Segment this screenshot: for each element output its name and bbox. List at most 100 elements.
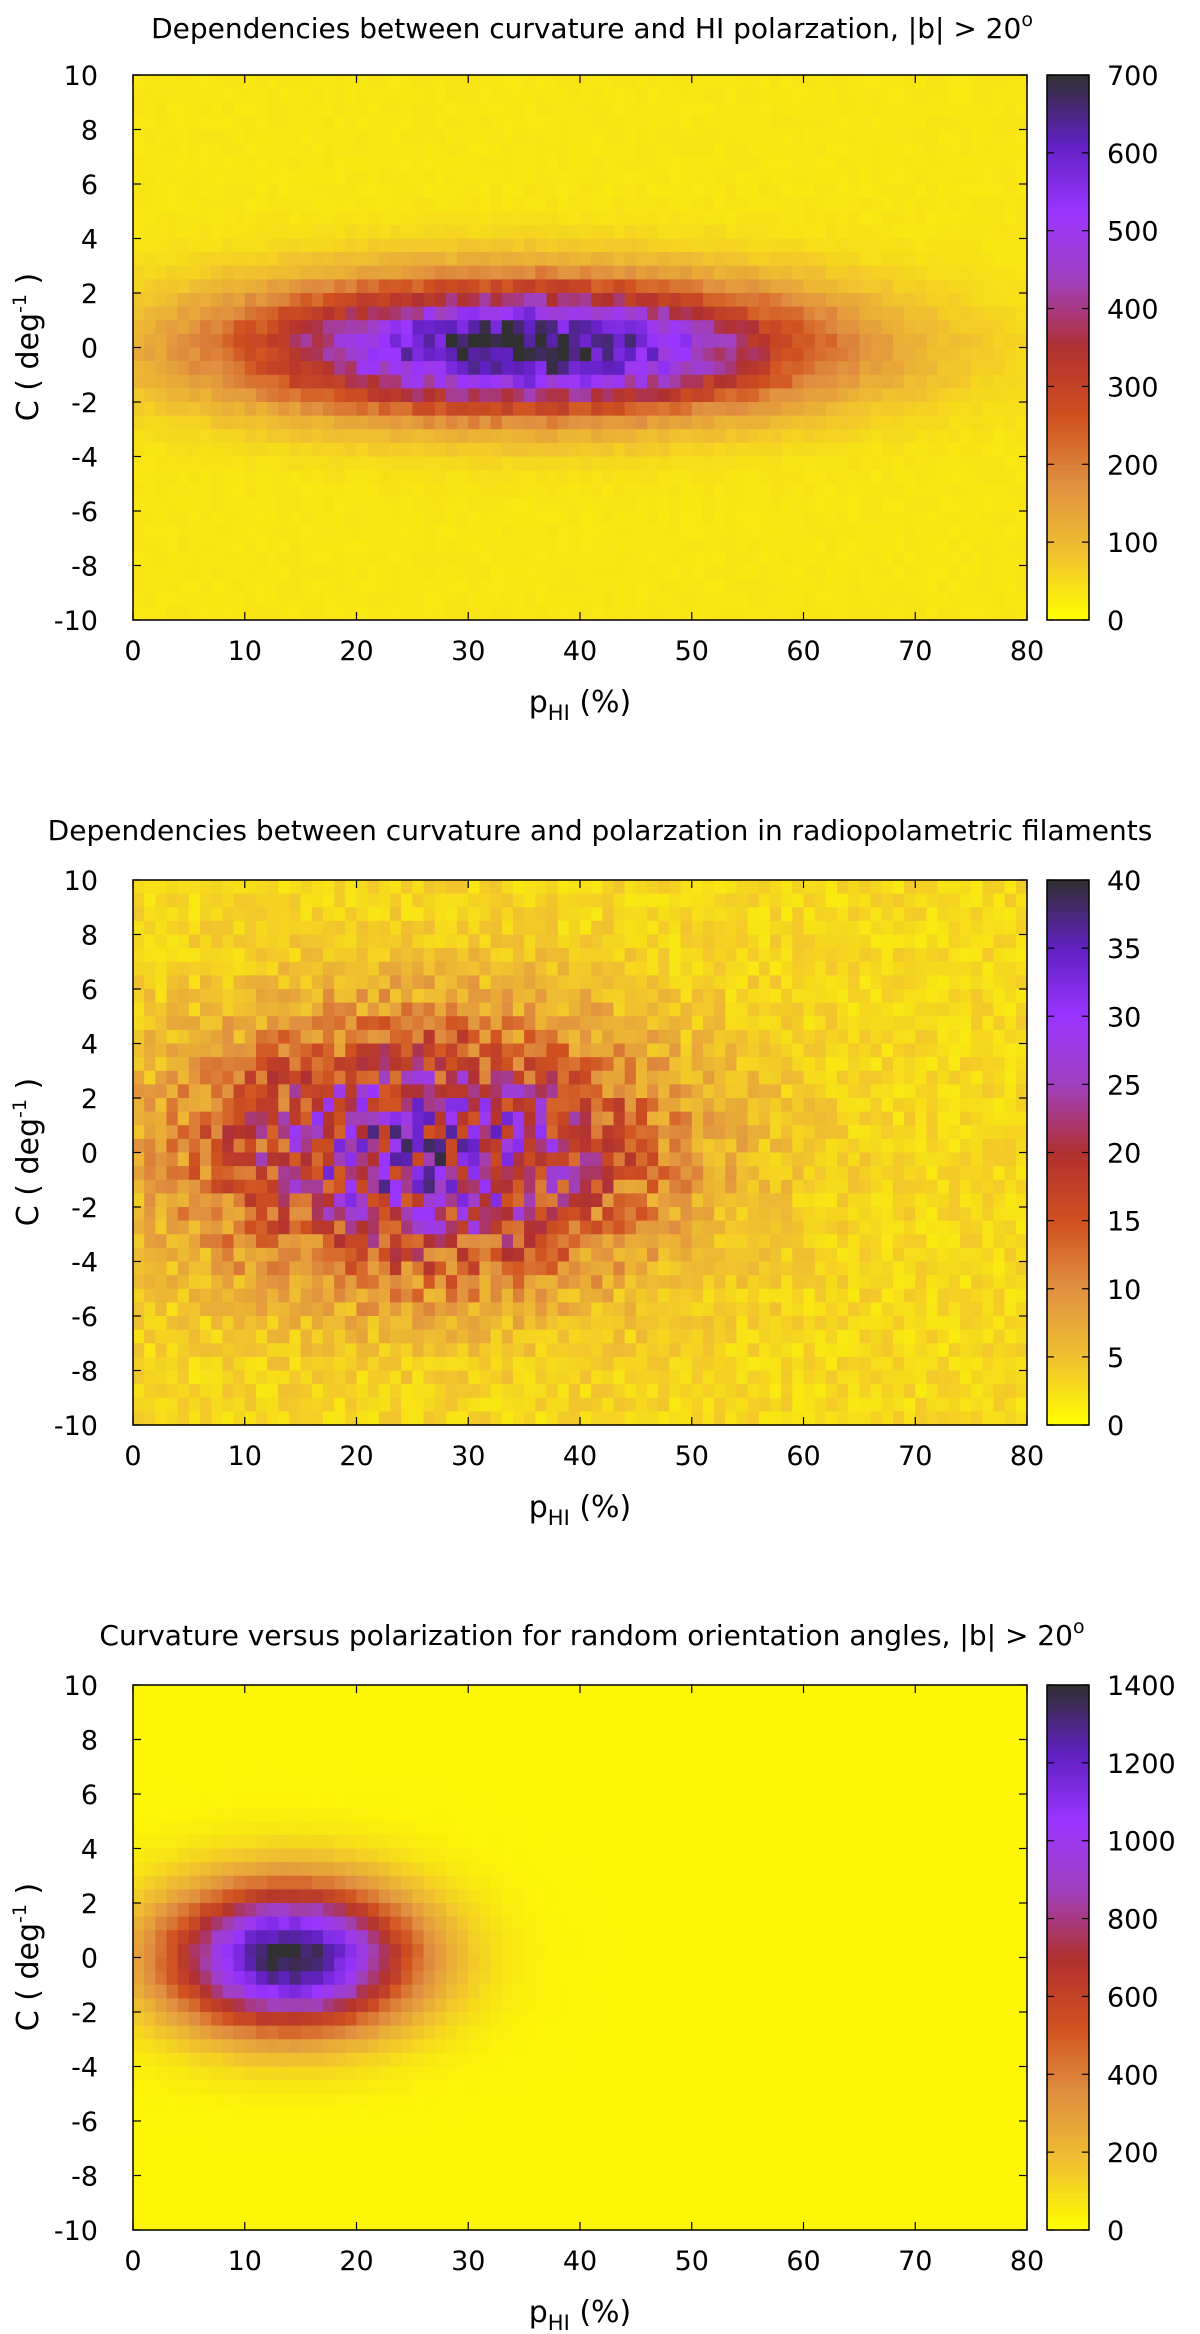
heatmap-cell — [200, 1288, 212, 1303]
heatmap-cell — [613, 279, 626, 294]
heatmap-cell — [233, 1084, 246, 1099]
heatmap-cell — [177, 75, 190, 90]
heatmap-cell — [200, 374, 212, 389]
heatmap-cell — [490, 1234, 503, 1249]
colorbar-segment — [1047, 106, 1089, 112]
heatmap-cell — [289, 1220, 302, 1235]
heatmap-cell — [267, 102, 279, 117]
heatmap-cell — [278, 402, 291, 417]
heatmap-cell — [367, 1343, 380, 1358]
heatmap-cell — [345, 115, 358, 131]
heatmap-cell — [736, 347, 749, 362]
colorbar-segment — [1047, 524, 1089, 530]
heatmap-cell — [233, 265, 246, 280]
heatmap-cell — [401, 524, 413, 539]
heatmap-cell — [859, 361, 872, 376]
heatmap-cell — [468, 75, 481, 90]
heatmap-cell — [546, 1002, 559, 1017]
heatmap-cell — [725, 197, 738, 212]
heatmap-cell — [211, 238, 224, 253]
heatmap-cell — [993, 115, 1006, 131]
heatmap-cell — [311, 429, 324, 444]
heatmap-cell — [334, 1288, 346, 1303]
heatmap-cell — [468, 1166, 481, 1181]
heatmap-cell — [233, 1356, 246, 1372]
heatmap-cell — [971, 538, 983, 553]
heatmap-cell — [792, 470, 805, 485]
heatmap-cell — [535, 606, 548, 621]
heatmap-cell — [948, 442, 961, 458]
heatmap-cell — [390, 497, 402, 512]
colorbar-segment — [1047, 447, 1089, 453]
heatmap-cell — [278, 1002, 291, 1017]
heatmap-cell — [278, 1397, 291, 1412]
heatmap-cell — [490, 252, 503, 267]
heatmap-cell — [378, 442, 391, 458]
heatmap-cell — [647, 606, 659, 621]
heatmap-cell — [825, 184, 838, 199]
heatmap-cell — [546, 415, 559, 430]
heatmap-cell — [188, 1125, 201, 1140]
colorbar-segment — [1047, 215, 1089, 221]
heatmap-cell — [613, 75, 626, 90]
heatmap-cell — [378, 1234, 391, 1249]
heatmap-cell — [568, 1070, 581, 1085]
heatmap-cell — [457, 1179, 469, 1194]
heatmap-cell — [524, 320, 536, 335]
heatmap-cell — [635, 374, 648, 389]
heatmap-cell — [434, 1016, 447, 1031]
heatmap-cell — [255, 1316, 268, 1331]
heatmap-cell — [278, 1016, 291, 1031]
heatmap-cell — [445, 1397, 458, 1412]
heatmap-cell — [423, 1275, 436, 1290]
heatmap-cell — [825, 524, 838, 539]
heatmap-cell — [412, 156, 425, 171]
heatmap-cell — [669, 279, 682, 294]
heatmap-cell — [602, 252, 615, 267]
heatmap-cell — [647, 88, 659, 103]
heatmap-cell — [278, 1111, 291, 1126]
heatmap-cell — [546, 293, 559, 308]
heatmap-cell — [155, 1016, 168, 1031]
heatmap-cell — [166, 306, 179, 321]
heatmap-cell — [769, 143, 782, 158]
heatmap-cell — [792, 524, 805, 539]
heatmap-cell — [345, 224, 358, 240]
heatmap-cell — [792, 333, 805, 349]
heatmap-cell — [837, 88, 849, 103]
heatmap-cell — [870, 592, 883, 607]
heatmap-cell — [512, 88, 525, 103]
heatmap-cell — [613, 211, 626, 226]
heatmap-cell — [781, 184, 793, 199]
heatmap-cell — [524, 1220, 536, 1235]
heatmap-cell — [390, 961, 402, 976]
heatmap-cell — [669, 320, 682, 335]
heatmap-cell — [524, 551, 536, 567]
heatmap-cell — [188, 211, 201, 226]
heatmap-cell — [311, 907, 324, 922]
heatmap-cell — [647, 252, 659, 267]
heatmap-cell — [188, 75, 201, 90]
heatmap-cell — [758, 170, 771, 185]
heatmap-cell — [624, 592, 637, 607]
heatmap-cell — [658, 374, 671, 389]
heatmap-cell — [948, 88, 961, 103]
heatmap-cell — [423, 361, 436, 376]
heatmap-cell — [267, 388, 279, 403]
heatmap-cell — [881, 197, 894, 212]
heatmap-cell — [356, 1384, 369, 1399]
heatmap-cell — [412, 497, 425, 512]
heatmap-cell — [311, 156, 324, 171]
heatmap-cell — [322, 197, 335, 212]
heatmap-cell — [512, 511, 525, 526]
heatmap-cell — [412, 880, 425, 895]
heatmap-cell — [133, 1247, 145, 1263]
heatmap-cell — [680, 238, 693, 253]
heatmap-cell — [334, 1098, 346, 1113]
heatmap-cell — [926, 483, 939, 498]
heatmap-cell — [211, 347, 224, 362]
heatmap-cell — [904, 156, 916, 171]
heatmap-cell — [166, 497, 179, 512]
heatmap-cell — [322, 442, 335, 458]
